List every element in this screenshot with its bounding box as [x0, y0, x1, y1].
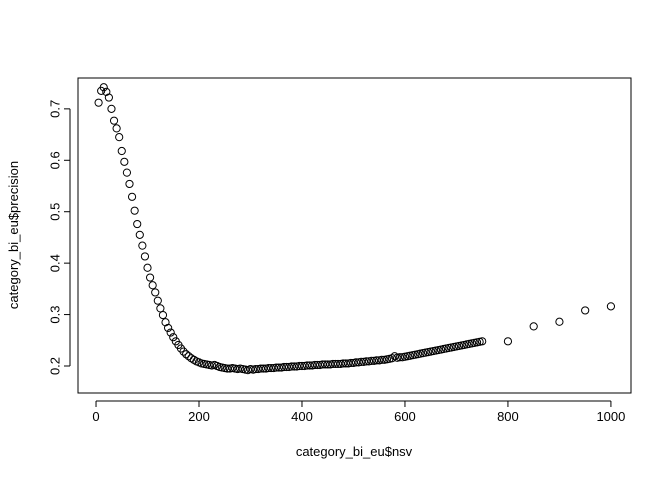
y-tick-label: 0.7	[47, 100, 62, 118]
point	[272, 363, 281, 372]
y-tick-label: 0.4	[47, 254, 62, 272]
point	[395, 353, 404, 362]
y-tick-label: 0.6	[47, 151, 62, 169]
point	[158, 310, 168, 320]
x-tick-label: 800	[497, 409, 519, 424]
point	[145, 273, 155, 282]
point	[120, 157, 129, 166]
point	[310, 360, 319, 370]
point	[387, 354, 397, 363]
point	[581, 306, 590, 315]
point	[130, 206, 139, 215]
point	[151, 288, 160, 297]
point	[259, 364, 268, 373]
point	[127, 192, 137, 201]
y-tick-label: 0.3	[47, 306, 62, 324]
point	[297, 361, 307, 371]
point	[341, 359, 350, 368]
point	[153, 296, 162, 305]
point	[274, 363, 283, 372]
point	[282, 362, 291, 372]
point	[339, 359, 348, 368]
point	[148, 281, 157, 290]
point	[104, 93, 113, 102]
x-tick-label: 400	[291, 409, 313, 424]
point	[143, 263, 152, 272]
point	[367, 356, 376, 365]
point	[223, 364, 232, 373]
y-tick-label: 0.2	[47, 357, 62, 375]
point	[125, 179, 134, 189]
point	[372, 356, 381, 365]
point	[331, 359, 340, 369]
point	[179, 347, 188, 356]
point	[478, 337, 487, 346]
point	[169, 333, 178, 342]
point	[529, 322, 538, 331]
point	[109, 116, 119, 125]
x-tick-label: 200	[188, 409, 210, 424]
y-tick-label: 0.5	[47, 203, 62, 221]
point	[357, 357, 366, 366]
point	[156, 304, 165, 313]
point	[346, 358, 355, 368]
point	[295, 361, 304, 371]
point	[264, 363, 273, 373]
x-tick-label: 600	[394, 409, 416, 424]
point	[266, 363, 276, 373]
point	[279, 362, 289, 372]
point	[107, 104, 116, 113]
point	[164, 323, 173, 333]
point	[251, 364, 260, 374]
point	[503, 337, 513, 346]
point	[117, 146, 126, 156]
point	[303, 361, 312, 370]
point	[313, 360, 322, 370]
plot-box	[77, 77, 632, 394]
point	[122, 168, 132, 177]
point	[182, 350, 191, 359]
point	[133, 219, 142, 229]
point	[323, 360, 332, 369]
x-tick-label: 1000	[596, 409, 625, 424]
point	[138, 241, 147, 250]
point	[555, 317, 564, 326]
point	[94, 98, 103, 107]
point	[166, 328, 175, 337]
x-tick-label: 0	[92, 409, 99, 424]
y-axis-label: category_bi_eu$precision	[6, 161, 21, 309]
point	[362, 357, 371, 366]
point	[333, 359, 343, 369]
point	[318, 360, 327, 369]
x-axis-label: category_bi_eu$nsv	[296, 444, 413, 459]
point	[377, 355, 386, 364]
point	[321, 360, 330, 369]
point	[351, 358, 361, 367]
point	[305, 361, 314, 370]
point	[328, 359, 337, 369]
point	[135, 230, 144, 239]
point	[112, 124, 121, 133]
point	[115, 133, 124, 142]
point	[606, 302, 616, 311]
point	[290, 362, 299, 371]
point	[256, 364, 265, 373]
point	[287, 362, 296, 371]
point	[140, 252, 150, 261]
point	[99, 83, 108, 92]
